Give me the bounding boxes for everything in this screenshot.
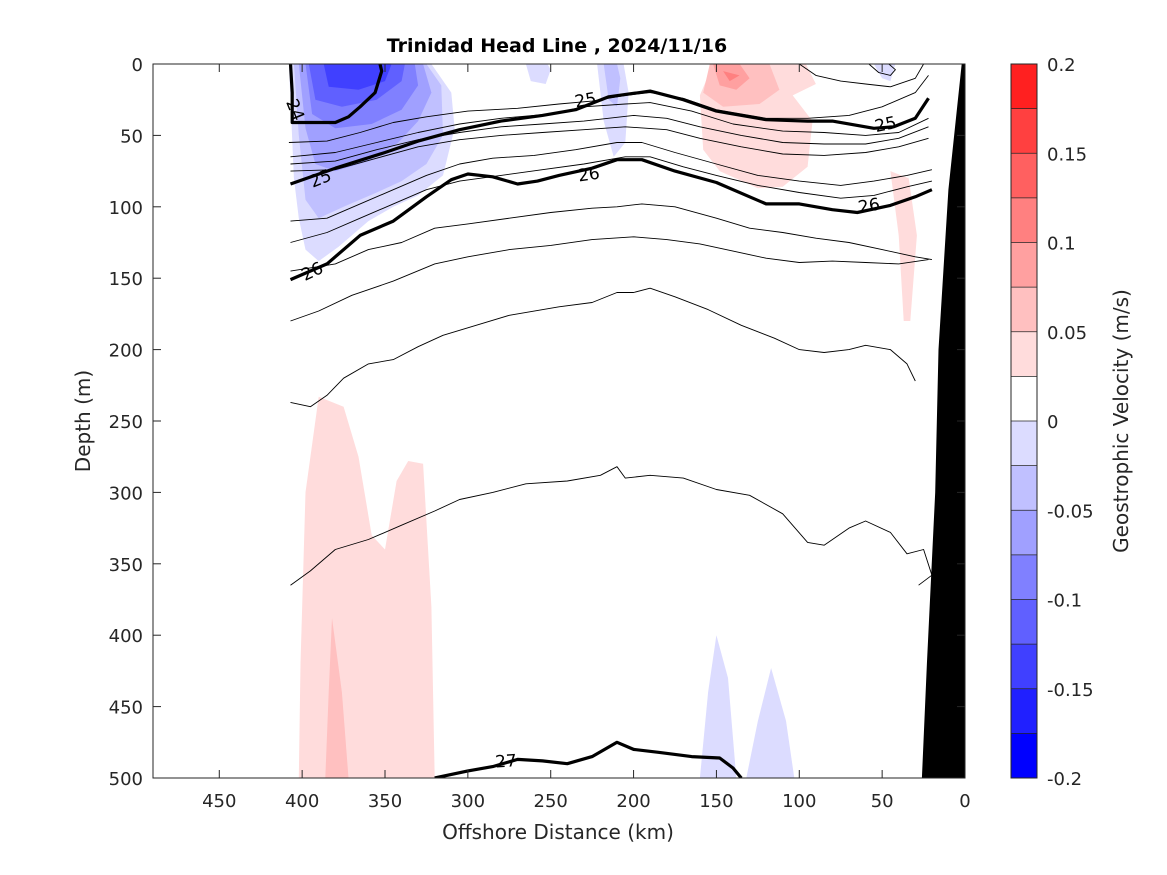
x-tick-label: 200 [616, 791, 650, 812]
y-tick-label: 50 [120, 126, 143, 147]
colorbar: 0.2 0.15 0.1 0.05 0 -0.05 -0.1 -0.15 -0.2 [1010, 55, 1094, 790]
y-tick-label: 400 [109, 626, 143, 647]
density-contour-bold [288, 64, 384, 125]
colorbar-swatch [1011, 108, 1037, 154]
colorbar-label: Geostrophic Velocity (m/s) [1109, 289, 1133, 553]
colorbar-tick-label: -0.15 [1047, 680, 1094, 701]
colorbar-swatch [1011, 64, 1037, 109]
velocity-patch [325, 618, 349, 778]
colorbar-tick-label: 0.15 [1047, 144, 1087, 165]
density-contour-bold [289, 158, 933, 282]
velocity-patch [890, 171, 917, 321]
x-tick-label: 100 [782, 791, 816, 812]
density-contour [290, 466, 933, 586]
colorbar-tick-label: 0.2 [1047, 55, 1076, 76]
velocity-patch [699, 635, 737, 778]
colorbar-swatch [1011, 331, 1037, 377]
colorbar-tick-label: 0 [1047, 412, 1058, 433]
velocity-patch [525, 64, 551, 84]
colorbar-swatch [1011, 465, 1037, 511]
density-contour-bold [434, 740, 743, 778]
colorbar-swatch [1011, 599, 1037, 645]
velocity-patch [597, 64, 629, 157]
plot-frame [152, 63, 966, 779]
colorbar-frame [1010, 63, 1038, 779]
y-tick-label: 300 [109, 483, 143, 504]
colorbar-tick-label: 0.05 [1047, 323, 1087, 344]
density-contour [290, 102, 929, 158]
y-tick-label: 100 [109, 198, 143, 219]
velocity-field [288, 64, 917, 778]
x-tick-label: 350 [368, 791, 402, 812]
colorbar-swatch [1011, 644, 1037, 689]
contour-label: 25 [873, 113, 898, 137]
colorbar-swatch [1011, 376, 1037, 421]
colorbar-swatch [1011, 242, 1037, 288]
density-contour [290, 203, 932, 272]
y-tick-label: 250 [109, 412, 143, 433]
contour-label: 25 [573, 89, 598, 112]
velocity-patch [746, 668, 795, 778]
colorbar-tick-label: -0.1 [1047, 591, 1082, 612]
density-contour [290, 142, 933, 222]
contour-label-group: 25 [873, 113, 898, 137]
y-tick-label: 500 [109, 769, 143, 790]
contour-label: 26 [577, 164, 601, 187]
density-contour [290, 114, 929, 165]
y-tick-label: 150 [109, 269, 143, 290]
x-axis: 450 400 350 300 250 200 150 100 50 0 [202, 64, 971, 812]
contour-label-group: 25 [573, 89, 598, 112]
contour-label: 26 [857, 195, 882, 218]
y-tick-label: 0 [132, 55, 143, 76]
density-contours [288, 64, 933, 778]
colorbar-swatch [1011, 287, 1037, 332]
density-contour-bold [289, 89, 930, 186]
colorbar-tick-label: -0.05 [1047, 501, 1094, 522]
plot-background [153, 64, 965, 778]
contour-label: 27 [495, 751, 518, 772]
velocity-patch [323, 64, 392, 90]
colorbar-swatch [1011, 688, 1037, 734]
continental-shelf [921, 64, 965, 778]
chart-title: Trinidad Head Line , 2024/11/16 [387, 35, 727, 57]
velocity-patch [723, 71, 740, 82]
colorbar-tick-label: 0.1 [1047, 234, 1076, 255]
colorbar-swatch [1011, 733, 1037, 778]
x-axis-label: Offshore Distance (km) [442, 820, 674, 844]
y-axis-label: Depth (m) [71, 370, 95, 472]
density-contour [799, 64, 924, 88]
contour-label-group: 26 [577, 164, 601, 187]
shelf-bathymetry [921, 64, 965, 778]
y-tick-label: 350 [109, 555, 143, 576]
x-tick-label: 50 [871, 791, 894, 812]
x-tick-label: 250 [534, 791, 568, 812]
colorbar-swatch [1011, 554, 1037, 600]
x-tick-label: 300 [451, 791, 485, 812]
contour-label-group: 26 [857, 195, 882, 218]
x-tick-label: 150 [699, 791, 733, 812]
x-tick-label: 400 [285, 791, 319, 812]
density-contour [868, 64, 896, 76]
colorbar-swatch [1011, 510, 1037, 555]
density-contour [290, 236, 929, 322]
density-contour [290, 287, 916, 408]
contour-label-group: 27 [495, 751, 518, 772]
colorbar-swatch [1011, 153, 1037, 198]
density-contour [290, 156, 933, 243]
y-tick-label: 200 [109, 341, 143, 362]
x-tick-label: 450 [202, 791, 236, 812]
density-contour [290, 126, 929, 172]
colorbar-swatch [1011, 197, 1037, 243]
x-tick-label: 0 [959, 791, 970, 812]
velocity-patch [873, 64, 896, 82]
y-tick-label: 450 [109, 698, 143, 719]
colorbar-swatch [1011, 421, 1037, 466]
colorbar-tick-label: -0.2 [1047, 769, 1082, 790]
